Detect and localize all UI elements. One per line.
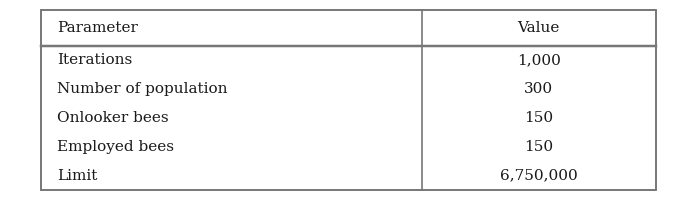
Text: 300: 300 bbox=[525, 82, 554, 96]
Text: Onlooker bees: Onlooker bees bbox=[57, 111, 169, 125]
Text: 150: 150 bbox=[525, 111, 554, 125]
Text: 150: 150 bbox=[525, 140, 554, 154]
Text: Employed bees: Employed bees bbox=[57, 140, 174, 154]
Text: Parameter: Parameter bbox=[57, 21, 139, 35]
Text: 6,750,000: 6,750,000 bbox=[500, 169, 578, 183]
Text: Value: Value bbox=[518, 21, 560, 35]
Text: Number of population: Number of population bbox=[57, 82, 228, 96]
Text: Iterations: Iterations bbox=[57, 53, 132, 67]
Text: 1,000: 1,000 bbox=[517, 53, 561, 67]
Text: Limit: Limit bbox=[57, 169, 98, 183]
